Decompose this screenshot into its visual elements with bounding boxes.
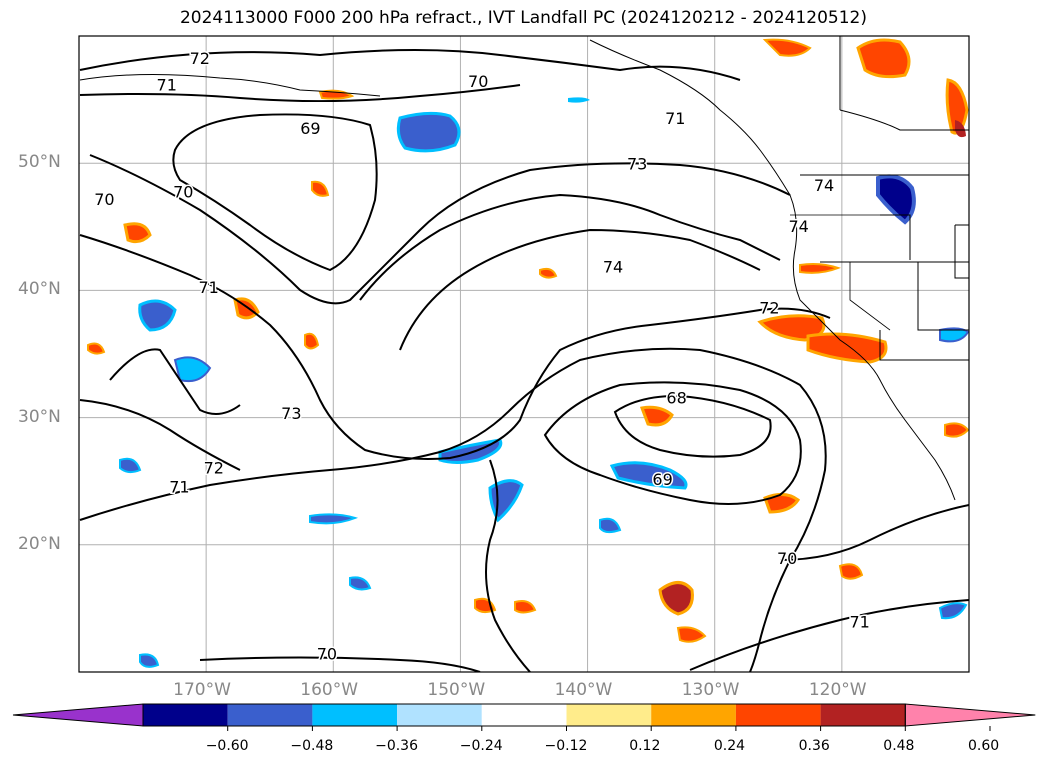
- contour-value-label: 71: [665, 109, 685, 128]
- longitude-label: 160°W: [300, 680, 359, 700]
- colorbar-segment: [397, 704, 482, 726]
- contour-value-label: 74: [603, 258, 623, 277]
- contour-value-label: 72: [759, 298, 779, 317]
- contour-value-label: 70: [94, 190, 114, 209]
- map-title: 2024113000 F000 200 hPa refract., IVT La…: [179, 8, 867, 28]
- colorbar-tick-label: −0.36: [375, 738, 418, 754]
- latitude-label: 40°N: [18, 279, 61, 300]
- colorbar-segment: [312, 704, 398, 726]
- contour-value-label: 71: [157, 76, 177, 95]
- colorbar-segment: [735, 704, 821, 726]
- colorbar-extend-min: [12, 703, 144, 727]
- colorbar-segment: [227, 704, 313, 726]
- map-frame: [78, 35, 970, 673]
- refractivity-contours: [79, 49, 969, 672]
- colorbar-tick-label: 0.12: [629, 738, 661, 754]
- colorbar-segment: [143, 704, 228, 726]
- shading-layer: [87, 38, 969, 668]
- contour-value-label: 73: [281, 404, 301, 423]
- contour-value-label: 68: [666, 389, 686, 408]
- colorbar-tick-label: −0.24: [459, 738, 503, 754]
- longitude-label: 150°W: [427, 680, 486, 700]
- contour-value-label: 71: [199, 278, 219, 297]
- contour-value-label: 72: [204, 459, 224, 478]
- colorbar-segment: [481, 704, 567, 726]
- contour-label-layer: 72 71 70 69 71 73 70 70 74 74 71 74 72 73 68 72 71 69 70 71…: [93, 47, 872, 664]
- longitude-label: 140°W: [554, 680, 613, 700]
- contour-value-label: 70: [777, 549, 797, 568]
- longitude-label: 130°W: [681, 680, 740, 700]
- colorbar-outline: [142, 703, 906, 727]
- colorbar: [12, 703, 1036, 731]
- contour-value-label: 71: [849, 612, 869, 631]
- contour-value-label: 74: [814, 176, 834, 195]
- contour-value-label: 70: [317, 644, 337, 663]
- colorbar-tick-label: −0.48: [290, 738, 334, 754]
- latitude-label: 50°N: [18, 152, 61, 173]
- contour-value-label: 74: [788, 217, 808, 236]
- contour-value-label: 69: [300, 119, 320, 138]
- contour-value-label: 69: [652, 470, 672, 489]
- colorbar-tick-label: −0.60: [205, 738, 249, 754]
- contour-value-label: 72: [190, 49, 210, 68]
- colorbar-extend-max: [904, 703, 1036, 727]
- colorbar-segment: [651, 704, 736, 726]
- colorbar-tick-label: 0.24: [713, 738, 746, 754]
- colorbar-tick-label: 0.60: [968, 738, 1000, 754]
- coastlines: [79, 36, 969, 501]
- contour-value-label: 71: [169, 478, 189, 497]
- latitude-label: 20°N: [18, 533, 61, 554]
- colorbar-tick-label: −0.12: [544, 738, 588, 754]
- contour-value-label: 70: [173, 183, 193, 202]
- longitude-label: 170°W: [173, 680, 231, 700]
- colorbar-segment: [820, 704, 906, 726]
- contour-value-label: 73: [627, 155, 647, 174]
- longitude-label: 120°W: [808, 680, 867, 700]
- state-borders: [790, 214, 891, 331]
- colorbar-segment: [566, 704, 652, 726]
- contour-value-label: 70: [468, 72, 488, 91]
- colorbar-tick-label: 0.48: [883, 738, 915, 754]
- latitude-label: 30°N: [18, 406, 61, 427]
- colorbar-tick-label: 0.36: [798, 738, 830, 754]
